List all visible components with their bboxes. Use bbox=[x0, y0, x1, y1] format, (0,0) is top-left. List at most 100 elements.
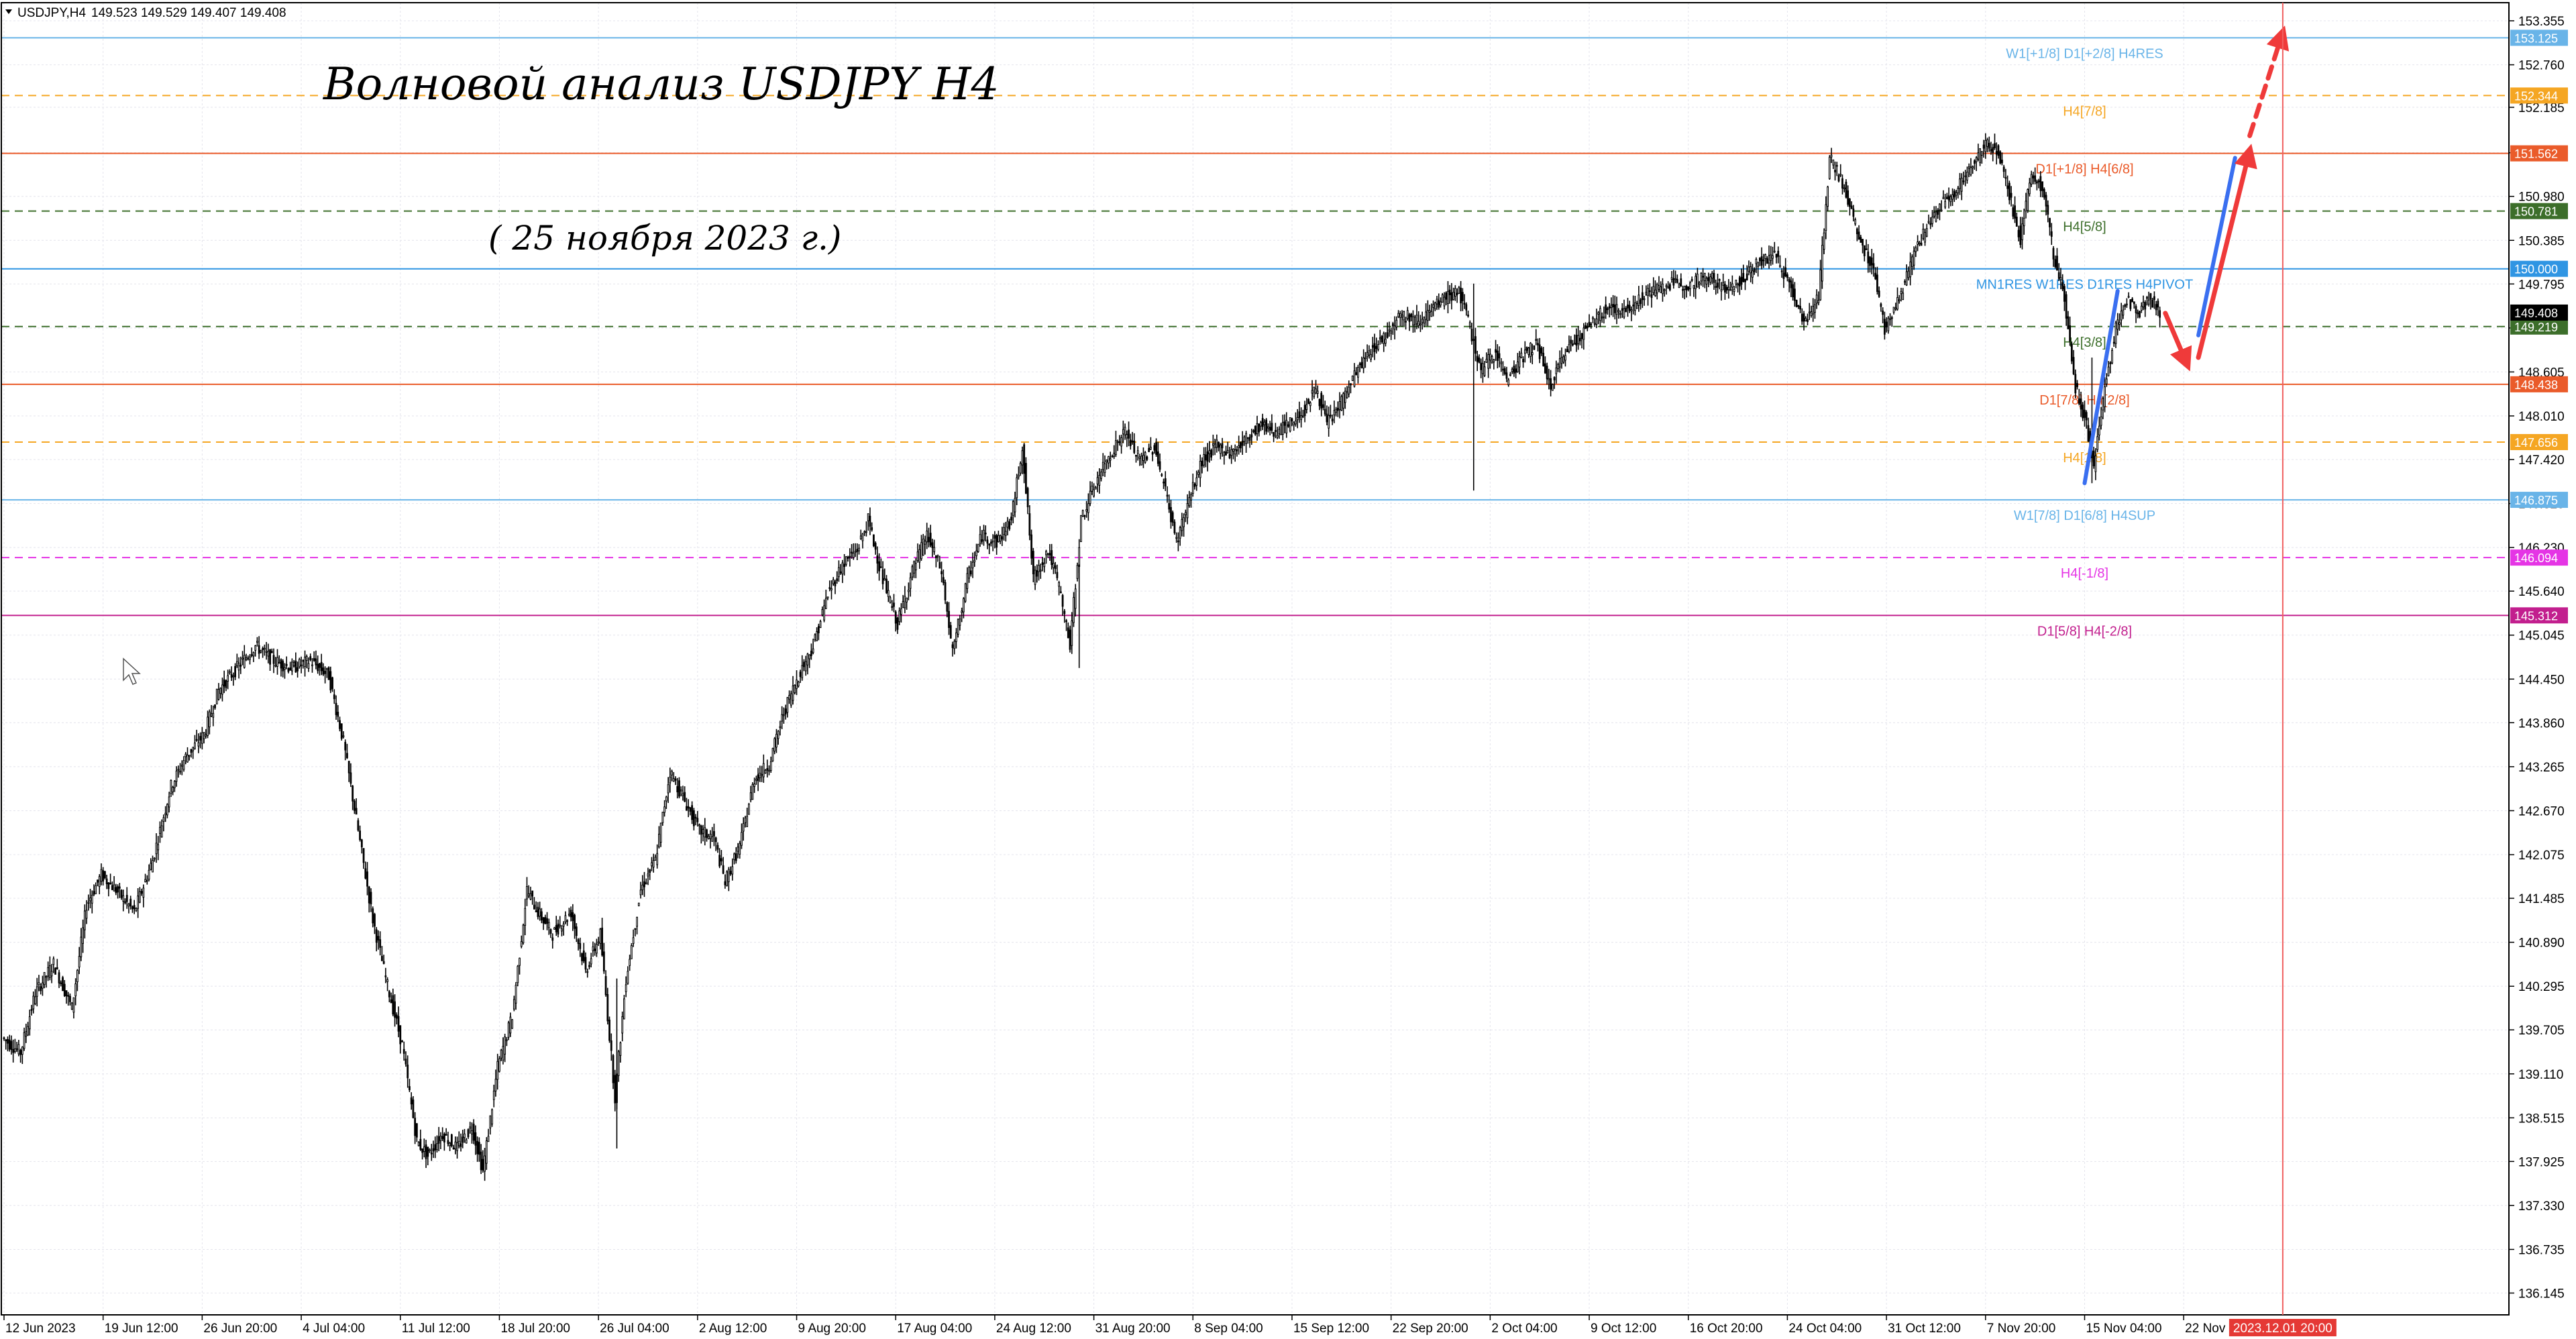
candle-body bbox=[429, 1149, 431, 1151]
candle-body bbox=[1757, 262, 1760, 267]
candle-body bbox=[436, 1143, 438, 1150]
candle-body bbox=[125, 895, 128, 902]
candle-body bbox=[1678, 283, 1680, 288]
level-label: MN1RES W1RES D1RES H4PIVOT bbox=[1976, 278, 2193, 292]
candle-body bbox=[1419, 323, 1421, 325]
candle-body bbox=[1181, 519, 1183, 531]
y-tick-label: 152.760 bbox=[2518, 59, 2565, 73]
candle-body bbox=[577, 939, 580, 945]
candle-body bbox=[449, 1142, 451, 1146]
candle-body bbox=[98, 876, 101, 888]
candle-body bbox=[1155, 442, 1157, 456]
candle-body bbox=[692, 810, 695, 826]
candle-body bbox=[687, 806, 690, 809]
candle-body bbox=[1366, 352, 1368, 358]
candle-body bbox=[1069, 629, 1071, 650]
candle-body bbox=[1129, 439, 1132, 446]
candle-body bbox=[1065, 620, 1067, 623]
candle-body bbox=[1197, 472, 1199, 475]
candle-body bbox=[911, 566, 914, 578]
candle-body bbox=[1316, 390, 1319, 394]
candle-body bbox=[1001, 536, 1004, 540]
candle-body bbox=[2151, 299, 2154, 308]
level-label: H4[3/8] bbox=[2063, 335, 2106, 350]
candle-body bbox=[188, 755, 191, 757]
candle-body bbox=[771, 748, 774, 761]
candle-body bbox=[1041, 562, 1044, 566]
candle-body bbox=[1265, 419, 1268, 432]
candle-body bbox=[1456, 292, 1458, 295]
candle-body bbox=[1487, 354, 1490, 369]
y-tick-label: 141.485 bbox=[2518, 892, 2565, 906]
candle-body bbox=[135, 908, 138, 911]
candle-body bbox=[203, 732, 205, 739]
candle-body bbox=[1239, 442, 1242, 449]
candle-body bbox=[1458, 287, 1460, 294]
candle-body bbox=[1810, 311, 1813, 316]
candle-body bbox=[1089, 490, 1091, 504]
candle-body bbox=[1502, 368, 1504, 371]
candle-body bbox=[1085, 508, 1088, 512]
candle-body bbox=[504, 1036, 506, 1055]
forecast-arrow-dashed bbox=[2247, 25, 2290, 138]
y-tick-label: 147.420 bbox=[2518, 453, 2565, 468]
candle-body bbox=[1674, 278, 1676, 280]
candle-body bbox=[311, 664, 313, 666]
candle-body bbox=[1695, 276, 1697, 289]
candle-body bbox=[1777, 250, 1780, 257]
candle-body bbox=[1542, 352, 1545, 366]
candle-body bbox=[1450, 292, 1453, 301]
candle-body bbox=[748, 804, 750, 815]
candle-body bbox=[933, 547, 936, 553]
candle-body bbox=[2127, 296, 2130, 298]
candle-body bbox=[1595, 318, 1598, 325]
candle-body bbox=[1852, 208, 1855, 217]
candle-body bbox=[505, 1039, 508, 1041]
candle-body bbox=[1330, 415, 1332, 417]
chart-menu-triangle-icon[interactable] bbox=[5, 9, 12, 14]
candle-body bbox=[803, 661, 805, 667]
candle-body bbox=[1377, 344, 1379, 350]
candle-body bbox=[539, 908, 541, 917]
candle-body bbox=[1045, 551, 1047, 555]
candle-body bbox=[639, 890, 642, 896]
candle-body bbox=[557, 923, 559, 934]
candle-body bbox=[749, 792, 752, 800]
candle-body bbox=[1772, 255, 1774, 259]
candle-body bbox=[1610, 305, 1613, 308]
candle-body bbox=[1779, 265, 1781, 268]
candle-body bbox=[784, 708, 787, 714]
candle-body bbox=[906, 597, 908, 602]
candle-body bbox=[1962, 180, 1965, 182]
candle-body bbox=[1909, 262, 1912, 278]
candle-body bbox=[1518, 356, 1521, 368]
candle-body bbox=[494, 1079, 497, 1091]
y-tick-label: 145.640 bbox=[2518, 585, 2565, 599]
candle-body bbox=[1353, 370, 1356, 387]
candle-body bbox=[17, 1044, 20, 1055]
candle-body bbox=[342, 735, 345, 737]
candle-body bbox=[570, 910, 572, 918]
candle-body bbox=[10, 1040, 13, 1051]
candle-body bbox=[2006, 185, 2009, 189]
candle-body bbox=[1219, 444, 1222, 454]
candle-body bbox=[949, 625, 952, 639]
candle-body bbox=[1663, 289, 1666, 291]
candle-body bbox=[50, 971, 53, 977]
candle-body bbox=[1737, 283, 1739, 286]
candle-body bbox=[2069, 325, 2072, 341]
candle-body bbox=[1395, 319, 1398, 328]
candle-body bbox=[1113, 452, 1116, 457]
candle-body bbox=[1491, 356, 1493, 363]
candle-body bbox=[1348, 386, 1350, 394]
candle-body bbox=[1116, 441, 1119, 443]
candle-body bbox=[2159, 310, 2161, 318]
candle-body bbox=[157, 844, 160, 851]
candle-body bbox=[1401, 315, 1403, 318]
candle-body bbox=[1999, 151, 2002, 164]
candle-body bbox=[1381, 335, 1383, 342]
candle-body bbox=[594, 949, 596, 951]
candle-body bbox=[260, 650, 262, 653]
candle-body bbox=[2047, 205, 2049, 215]
